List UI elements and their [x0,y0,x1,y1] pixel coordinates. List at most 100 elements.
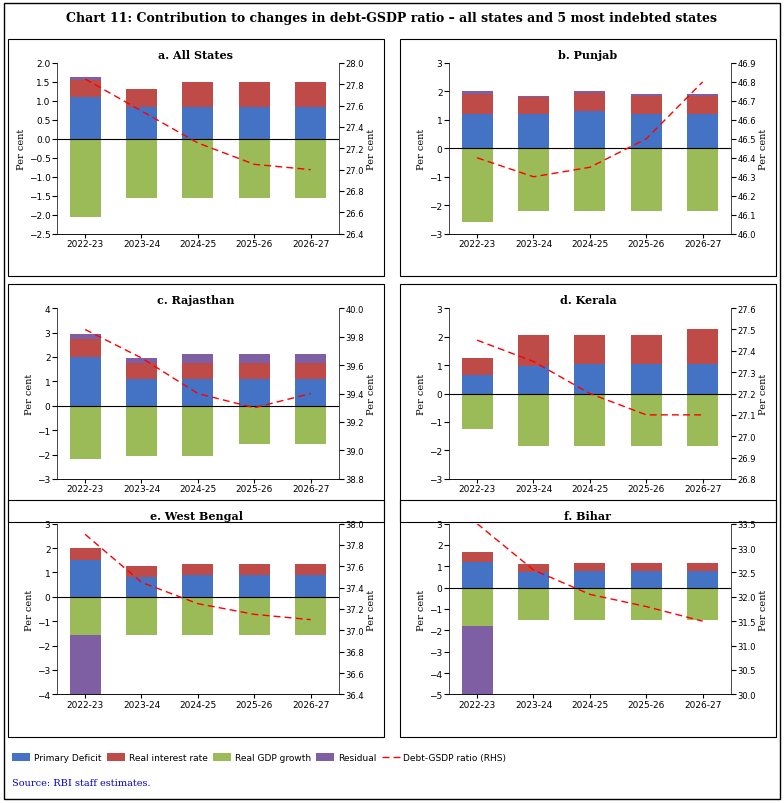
Bar [687,571,718,588]
Bar [462,115,492,149]
Bar [462,626,492,711]
Bar [631,365,662,394]
Bar [126,597,157,635]
Bar [295,406,326,444]
Text: e. West Bengal: e. West Bengal [150,510,242,521]
Bar [518,115,549,149]
Bar [295,565,326,575]
Bar [631,564,662,571]
Bar [239,83,270,108]
Y-axis label: Per cent: Per cent [26,373,34,414]
Bar [575,94,605,112]
Bar [295,83,326,108]
Bar [462,588,492,626]
Bar [518,98,549,115]
Bar [295,108,326,140]
Bar [183,140,213,198]
Bar [126,359,157,364]
Bar [462,95,492,115]
Bar [239,565,270,575]
Bar [575,588,605,620]
Bar [518,367,549,394]
Bar [518,394,549,446]
Bar [518,572,549,588]
Bar [687,115,718,149]
Text: Source: RBI staff estimates.: Source: RBI staff estimates. [12,778,151,787]
Text: d. Kerala: d. Kerala [560,295,616,306]
Bar [631,571,662,588]
Text: f. Bihar: f. Bihar [564,510,612,521]
Bar [462,149,492,223]
Bar [575,112,605,149]
Y-axis label: Per cent: Per cent [418,373,426,414]
Bar [126,364,157,379]
Bar [631,588,662,620]
Bar [462,552,492,562]
Bar [631,149,662,212]
Bar [687,330,718,365]
Bar [70,406,100,460]
Bar [462,376,492,394]
Bar [126,108,157,140]
Bar [295,364,326,379]
Bar [70,334,100,339]
Bar [575,564,605,571]
Y-axis label: Per cent: Per cent [17,128,26,169]
Bar [295,575,326,597]
Bar [575,571,605,588]
Bar [183,597,213,635]
Bar [631,115,662,149]
Bar [126,577,157,597]
Bar [239,406,270,444]
Bar [183,575,213,597]
Bar [631,394,662,446]
Bar [183,108,213,140]
Bar [575,149,605,212]
Bar [70,81,100,98]
Bar [295,379,326,406]
Bar [126,379,157,406]
Bar [518,588,549,620]
Bar [70,548,100,560]
Bar [687,96,718,115]
Bar [631,95,662,96]
Bar [518,336,549,367]
Y-axis label: Per cent: Per cent [759,128,768,169]
Bar [295,140,326,198]
Bar [183,565,213,575]
Bar [183,379,213,406]
Bar [295,355,326,364]
Bar [239,364,270,379]
Y-axis label: Per cent: Per cent [26,589,34,630]
Legend: Primary Deficit, Real interest rate, Real GDP growth, Residual, Debt-GSDP ratio : Primary Deficit, Real interest rate, Rea… [13,753,506,762]
Bar [126,91,157,108]
Bar [575,336,605,365]
Bar [70,140,100,218]
Bar [70,98,100,140]
Text: Chart 11: Contribution to changes in debt-GSDP ratio – all states and 5 most ind: Chart 11: Contribution to changes in deb… [67,12,717,25]
Bar [462,358,492,376]
Bar [239,575,270,597]
Bar [70,78,100,81]
Bar [183,83,213,108]
Bar [70,357,100,406]
Bar [687,95,718,96]
Y-axis label: Per cent: Per cent [418,128,426,169]
Bar [126,406,157,456]
Bar [126,567,157,577]
Bar [239,140,270,198]
Y-axis label: Per cent: Per cent [759,373,768,414]
Y-axis label: Per cent: Per cent [367,589,376,630]
Bar [518,149,549,212]
Bar [183,406,213,456]
Bar [687,365,718,394]
Bar [70,560,100,597]
Text: a. All States: a. All States [158,50,234,61]
Bar [575,365,605,394]
Bar [631,336,662,365]
Bar [462,394,492,430]
Bar [631,96,662,115]
Bar [70,635,100,708]
Text: c. Rajasthan: c. Rajasthan [158,295,234,306]
Bar [687,149,718,212]
